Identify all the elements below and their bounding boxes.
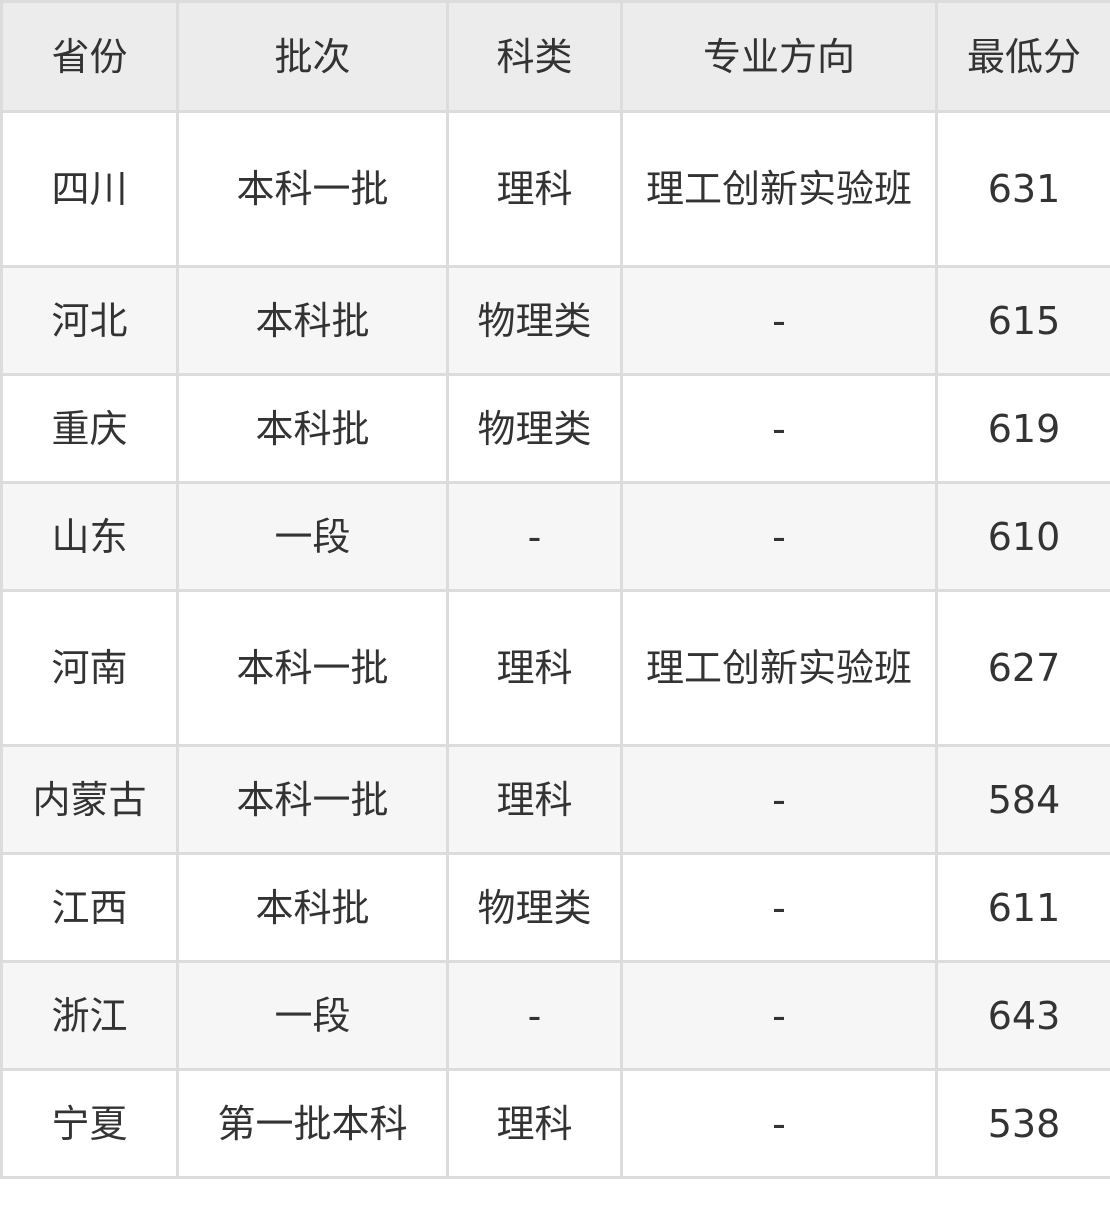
header-row: 省份 批次 科类 专业方向 最低分 (0, 0, 1110, 113)
table-cell: 物理类 (446, 265, 623, 376)
table-cell: 643 (935, 960, 1110, 1071)
table-cell: 本科一批 (176, 110, 449, 268)
table-cell: 理科 (446, 1068, 623, 1179)
table-cell: 河北 (0, 265, 179, 376)
table-cell: - (620, 481, 938, 592)
table-cell: 第一批本科 (176, 1068, 449, 1179)
table-row: 内蒙古 本科一批 理科 -584 (0, 744, 1110, 855)
table-body: 四川 本科一批 理科 理工创新实验班 631 河北 本科批 物理类 -615 重庆 本科批 物理类 -6… (0, 110, 1110, 1179)
table-cell: 610 (935, 481, 1110, 592)
table-cell: 本科一批 (176, 744, 449, 855)
table-cell: - (620, 1068, 938, 1179)
table-cell: 物理类 (446, 852, 623, 963)
table-cell: 理科 (446, 744, 623, 855)
table-cell: 本科一批 (176, 589, 449, 747)
table-cell: 631 (935, 110, 1110, 268)
table-row: 重庆 本科批 物理类 -619 (0, 373, 1110, 484)
header-cell: 专业方向 (620, 0, 938, 113)
table-row: 宁夏 第一批本科 理科 -538 (0, 1068, 1110, 1179)
table-cell: 一段 (176, 481, 449, 592)
table-row: 山东 一段 - -610 (0, 481, 1110, 592)
table-cell: 重庆 (0, 373, 179, 484)
header-cell: 科类 (446, 0, 623, 113)
table-cell: 611 (935, 852, 1110, 963)
table-cell: 本科批 (176, 265, 449, 376)
header-cell: 省份 (0, 0, 179, 113)
table-cell: 584 (935, 744, 1110, 855)
table-cell: 河南 (0, 589, 179, 747)
table-cell: - (446, 481, 623, 592)
table-cell: 619 (935, 373, 1110, 484)
table-cell: 江西 (0, 852, 179, 963)
table-cell: 理工创新实验班 (620, 589, 938, 747)
table-cell: - (620, 265, 938, 376)
table-cell: - (620, 960, 938, 1071)
table-cell: - (446, 960, 623, 1071)
table-cell: 山东 (0, 481, 179, 592)
table-cell: - (620, 744, 938, 855)
table-cell: 理科 (446, 589, 623, 747)
table-cell: 物理类 (446, 373, 623, 484)
table-cell: 615 (935, 265, 1110, 376)
table-cell: 浙江 (0, 960, 179, 1071)
table-cell: 理工创新实验班 (620, 110, 938, 268)
table-cell: 宁夏 (0, 1068, 179, 1179)
table-cell: - (620, 373, 938, 484)
table-cell: 四川 (0, 110, 179, 268)
score-table: 省份 批次 科类 专业方向 最低分 四川 本科一批 理科 理工创新实验班 631 河北 本科批 物理类… (0, 0, 1110, 1179)
table-cell: 本科批 (176, 373, 449, 484)
table-cell: 538 (935, 1068, 1110, 1179)
table-row: 浙江 一段 - -643 (0, 960, 1110, 1071)
table-row: 河南 本科一批 理科 理工创新实验班 627 (0, 589, 1110, 747)
table-cell: 本科批 (176, 852, 449, 963)
table-row: 河北 本科批 物理类 -615 (0, 265, 1110, 376)
header-cell: 最低分 (935, 0, 1110, 113)
table-cell: 一段 (176, 960, 449, 1071)
table-row: 江西 本科批 物理类 -611 (0, 852, 1110, 963)
table-cell: - (620, 852, 938, 963)
table-row: 四川 本科一批 理科 理工创新实验班 631 (0, 110, 1110, 268)
table-cell: 理科 (446, 110, 623, 268)
header-cell: 批次 (176, 0, 449, 113)
table-cell: 内蒙古 (0, 744, 179, 855)
table-cell: 627 (935, 589, 1110, 747)
